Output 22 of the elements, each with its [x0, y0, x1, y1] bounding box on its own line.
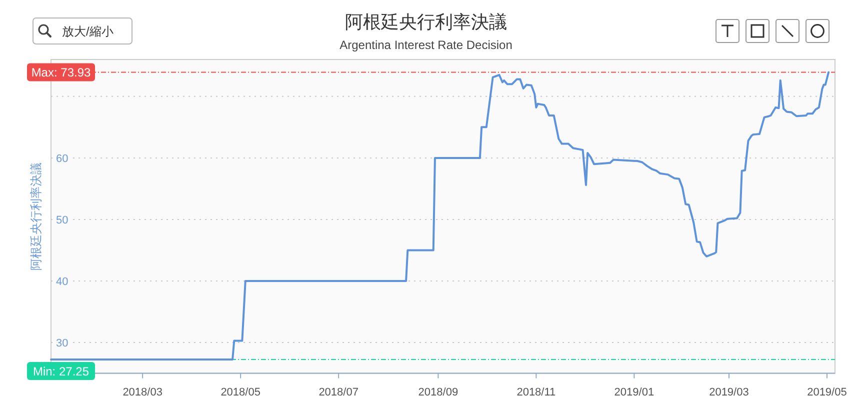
line-tool-button[interactable]	[776, 19, 800, 43]
x-tick-label: 2019/05	[807, 386, 847, 398]
x-tick-label: 2019/01	[614, 386, 654, 398]
y-tick-label: 60	[56, 152, 68, 165]
y-axis-title: 阿根廷央行利率決議	[29, 162, 43, 270]
x-tick-label: 2018/07	[318, 386, 358, 398]
y-tick-label: 50	[56, 214, 68, 226]
text-tool-button[interactable]	[716, 19, 740, 43]
ref-line-label: Max: 73.93	[31, 66, 92, 80]
chart-title: 阿根廷央行利率決議	[345, 12, 507, 32]
x-tick-label: 2018/11	[516, 386, 556, 398]
x-tick-label: 2018/09	[418, 386, 458, 398]
zoom-button[interactable]: 放大/縮小	[32, 18, 132, 44]
x-tick-label: 2019/03	[709, 386, 749, 398]
y-tick-label: 30	[56, 337, 68, 350]
rectangle-tool-button[interactable]	[746, 19, 770, 43]
y-tick-label: 40	[56, 276, 68, 288]
chart-subtitle: Argentina Interest Rate Decision	[340, 38, 512, 52]
x-tick-label: 2018/03	[122, 386, 162, 398]
circle-tool-button[interactable]	[806, 19, 830, 43]
x-tick-label: 2018/05	[220, 386, 260, 398]
ref-line-label: Min: 27.25	[32, 364, 90, 378]
